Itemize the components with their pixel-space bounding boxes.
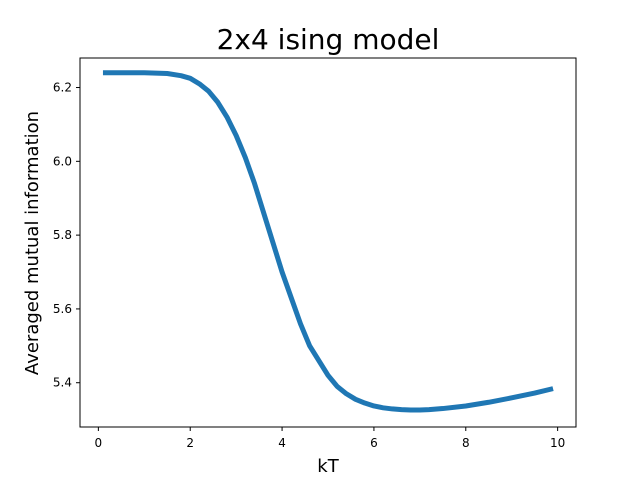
y-axis: 5.4 5.6 5.8 6.0 6.2 — [53, 81, 80, 390]
x-tick-label: 2 — [186, 436, 194, 450]
x-tick-label: 8 — [462, 436, 470, 450]
x-tick-label: 10 — [550, 436, 565, 450]
series-line — [102, 70, 554, 413]
y-tick-label: 6.2 — [53, 81, 72, 95]
x-axis-label: kT — [317, 456, 339, 477]
plot-frame — [79, 57, 577, 428]
plot-area — [79, 57, 577, 428]
y-tick-label: 5.8 — [53, 228, 72, 242]
y-tick-label: 5.4 — [53, 376, 72, 390]
x-tick-label: 6 — [370, 436, 378, 450]
x-axis: 0 2 4 6 8 10 — [95, 427, 565, 450]
x-tick-label: 0 — [95, 436, 103, 450]
x-tick-label: 4 — [278, 436, 286, 450]
y-tick-label: 6.0 — [53, 154, 72, 168]
y-axis-label: Averaged mutual information — [22, 111, 43, 375]
y-tick-label: 5.6 — [53, 302, 72, 316]
chart-title: 2x4 ising model — [217, 23, 440, 56]
